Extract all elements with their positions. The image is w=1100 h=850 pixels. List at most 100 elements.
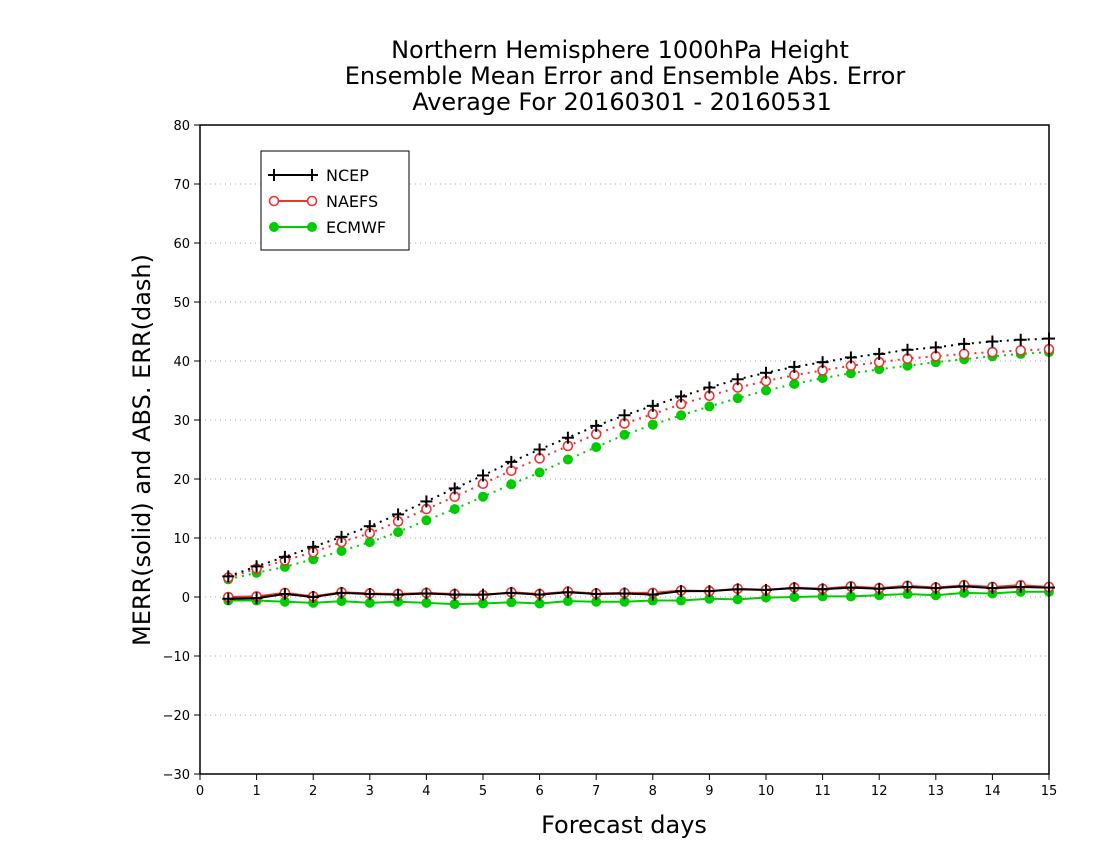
abs-err-point	[1015, 345, 1027, 356]
abs-err-point	[958, 348, 970, 360]
x-tick-label: 11	[814, 784, 831, 799]
mean-err-point	[760, 583, 772, 596]
mean-err-point	[676, 595, 687, 606]
abs-err-line	[228, 348, 1050, 579]
legend-marker	[307, 222, 317, 232]
mean-err-point	[222, 592, 235, 605]
x-tick-label: 8	[649, 784, 657, 799]
title-line-1: Northern Hemisphere 1000hPa Height	[391, 36, 849, 64]
x-tick-label: 6	[535, 784, 543, 799]
abs-err-point	[363, 520, 376, 533]
abs-err-point	[647, 419, 658, 430]
mean-err-point	[562, 596, 573, 607]
abs-err-point	[703, 381, 716, 394]
abs-err-point	[561, 431, 574, 444]
mean-err-point	[789, 592, 800, 602]
abs-err-line	[228, 351, 1050, 581]
abs-err-point	[646, 399, 659, 412]
x-tick-label: 0	[196, 784, 204, 799]
title-line-3: Average For 20160301 - 20160531	[412, 88, 832, 116]
mean-err-point	[788, 582, 801, 595]
abs-err-point	[505, 455, 518, 468]
abs-err-point	[732, 393, 743, 404]
mean-err-point	[703, 585, 716, 598]
mean-err-point	[533, 588, 546, 601]
legend-item-ncep: NCEP	[268, 166, 369, 185]
mean-err-point	[506, 597, 517, 608]
mean-err-point	[618, 587, 631, 600]
legend-marker	[269, 222, 279, 232]
abs-err-point	[619, 429, 630, 440]
legend-item-naefs: NAEFS	[268, 192, 378, 211]
mean-err-point	[392, 588, 405, 601]
mean-err-point	[901, 580, 914, 593]
abs-err-point	[506, 479, 517, 490]
y-tick-label: 70	[173, 178, 190, 193]
chart-title: Northern Hemisphere 1000hPa Height Ensem…	[345, 36, 906, 116]
abs-err-point	[618, 409, 631, 422]
series-naefs	[223, 343, 1055, 603]
abs-err-point	[760, 366, 772, 379]
abs-err-point	[250, 560, 263, 573]
mean-err-point	[448, 588, 461, 601]
abs-err-point	[364, 537, 375, 548]
abs-err-point	[788, 360, 801, 373]
abs-err-point	[222, 570, 235, 583]
y-tick-label: 10	[173, 532, 190, 547]
legend-marker	[306, 195, 318, 207]
abs-err-point	[562, 454, 573, 465]
abs-err-point	[533, 443, 546, 456]
mean-err-point	[958, 580, 971, 593]
mean-err-point	[704, 593, 715, 604]
abs-err-point	[478, 491, 488, 502]
y-tick-label: 0	[182, 591, 190, 606]
y-tick-label: 80	[173, 119, 190, 134]
abs-err-point	[761, 385, 771, 396]
abs-err-point	[1014, 333, 1027, 346]
abs-err-point	[675, 390, 688, 403]
legend-label: NCEP	[326, 166, 369, 185]
legend-marker	[306, 169, 318, 181]
abs-err-point	[986, 335, 999, 348]
abs-err-point	[392, 508, 405, 521]
mean-err-point	[307, 591, 320, 603]
series-ncep	[222, 332, 1055, 605]
mean-err-point	[732, 594, 743, 605]
legend-item-ecmwf: ECMWF	[269, 218, 386, 237]
abs-err-point	[278, 550, 291, 563]
abs-err-line	[227, 337, 1050, 578]
abs-err-point	[307, 540, 320, 553]
x-axis-label: Forecast days	[541, 811, 707, 839]
title-line-2: Ensemble Mean Error and Ensemble Abs. Er…	[345, 62, 906, 90]
abs-err-point	[958, 337, 971, 350]
mean-err-point	[590, 588, 603, 601]
abs-err-point	[676, 410, 687, 421]
x-tick-label: 10	[758, 784, 775, 799]
mean-err-point	[929, 582, 942, 595]
mean-err-point	[420, 587, 433, 600]
y-tick-label: −30	[163, 768, 190, 783]
mean-err-point	[873, 582, 886, 595]
abs-err-point	[534, 467, 545, 478]
grid	[200, 183, 1049, 716]
mean-err-point	[591, 596, 602, 607]
abs-err-point	[901, 343, 914, 356]
abs-err-point	[421, 515, 432, 526]
series-ecmwf	[223, 347, 1054, 610]
abs-err-point	[731, 373, 744, 386]
mean-err-point	[335, 586, 348, 599]
y-axis-label: MERR(solid) and ABS. ERR(dash)	[128, 254, 156, 646]
mean-err-point	[477, 588, 489, 601]
x-tick-label: 2	[309, 784, 317, 799]
mean-err-point	[336, 596, 347, 607]
y-tick-label: 60	[173, 237, 190, 252]
abs-err-point	[873, 347, 886, 360]
mean-err-point	[505, 586, 518, 599]
x-tick-label: 13	[928, 784, 945, 799]
abs-err-point	[789, 379, 800, 390]
y-tick-label: −20	[163, 709, 190, 724]
legend-marker	[268, 169, 280, 181]
abs-err-point	[816, 356, 829, 369]
